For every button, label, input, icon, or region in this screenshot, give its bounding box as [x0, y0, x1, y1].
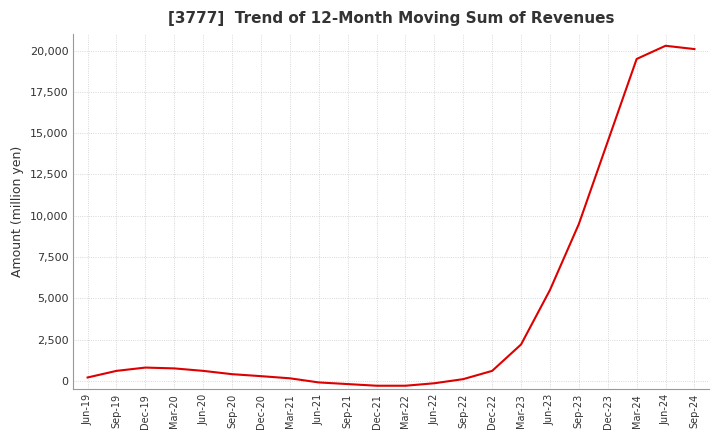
Title: [3777]  Trend of 12-Month Moving Sum of Revenues: [3777] Trend of 12-Month Moving Sum of R…: [168, 11, 614, 26]
Y-axis label: Amount (million yen): Amount (million yen): [11, 146, 24, 277]
